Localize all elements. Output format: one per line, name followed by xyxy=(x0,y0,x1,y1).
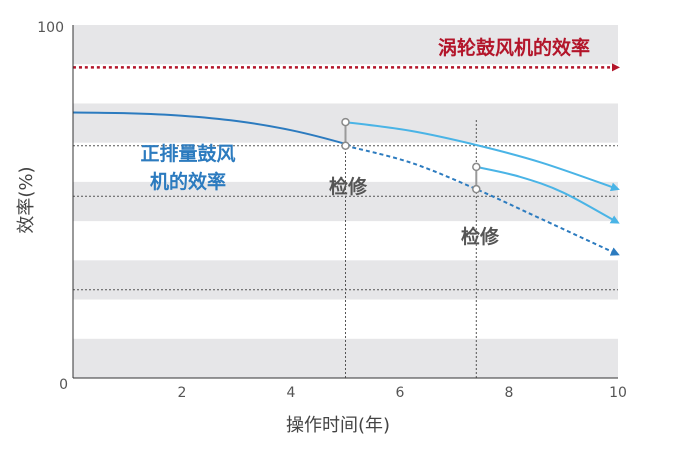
x-tick-label: 10 xyxy=(609,385,627,401)
maintenance-label-2: 检修 xyxy=(461,225,500,248)
pd-blower-label-line1: 正排量鼓风 xyxy=(140,142,235,165)
series-line-3 xyxy=(345,121,620,192)
maintenance-label-1: 检修 xyxy=(329,175,368,198)
y-axis-title: 效率(%) xyxy=(16,166,37,233)
x-tick-labels: 2 4 6 8 10 xyxy=(178,385,627,401)
x-tick-label: 8 xyxy=(505,385,514,401)
maintenance-point xyxy=(472,184,481,194)
maintenance-point xyxy=(472,162,481,172)
pd-blower-label-line2: 机的效率 xyxy=(150,170,226,193)
maintenance-point xyxy=(341,141,350,150)
turbo-blower-label: 涡轮鼓风机的效率 xyxy=(438,36,590,59)
maintenance-point xyxy=(341,117,350,127)
y-tick-bottom: 0 xyxy=(59,377,68,393)
series-line-4 xyxy=(476,165,620,224)
x-axis-title: 操作时间(年) xyxy=(286,415,390,436)
x-tick-label: 4 xyxy=(287,385,296,401)
maintenance-markers xyxy=(341,117,481,194)
x-tick-label: 6 xyxy=(396,385,405,401)
y-tick-top: 100 xyxy=(37,20,64,36)
background-bands xyxy=(73,25,618,378)
x-tick-label: 2 xyxy=(178,385,187,401)
background-band xyxy=(73,25,618,65)
